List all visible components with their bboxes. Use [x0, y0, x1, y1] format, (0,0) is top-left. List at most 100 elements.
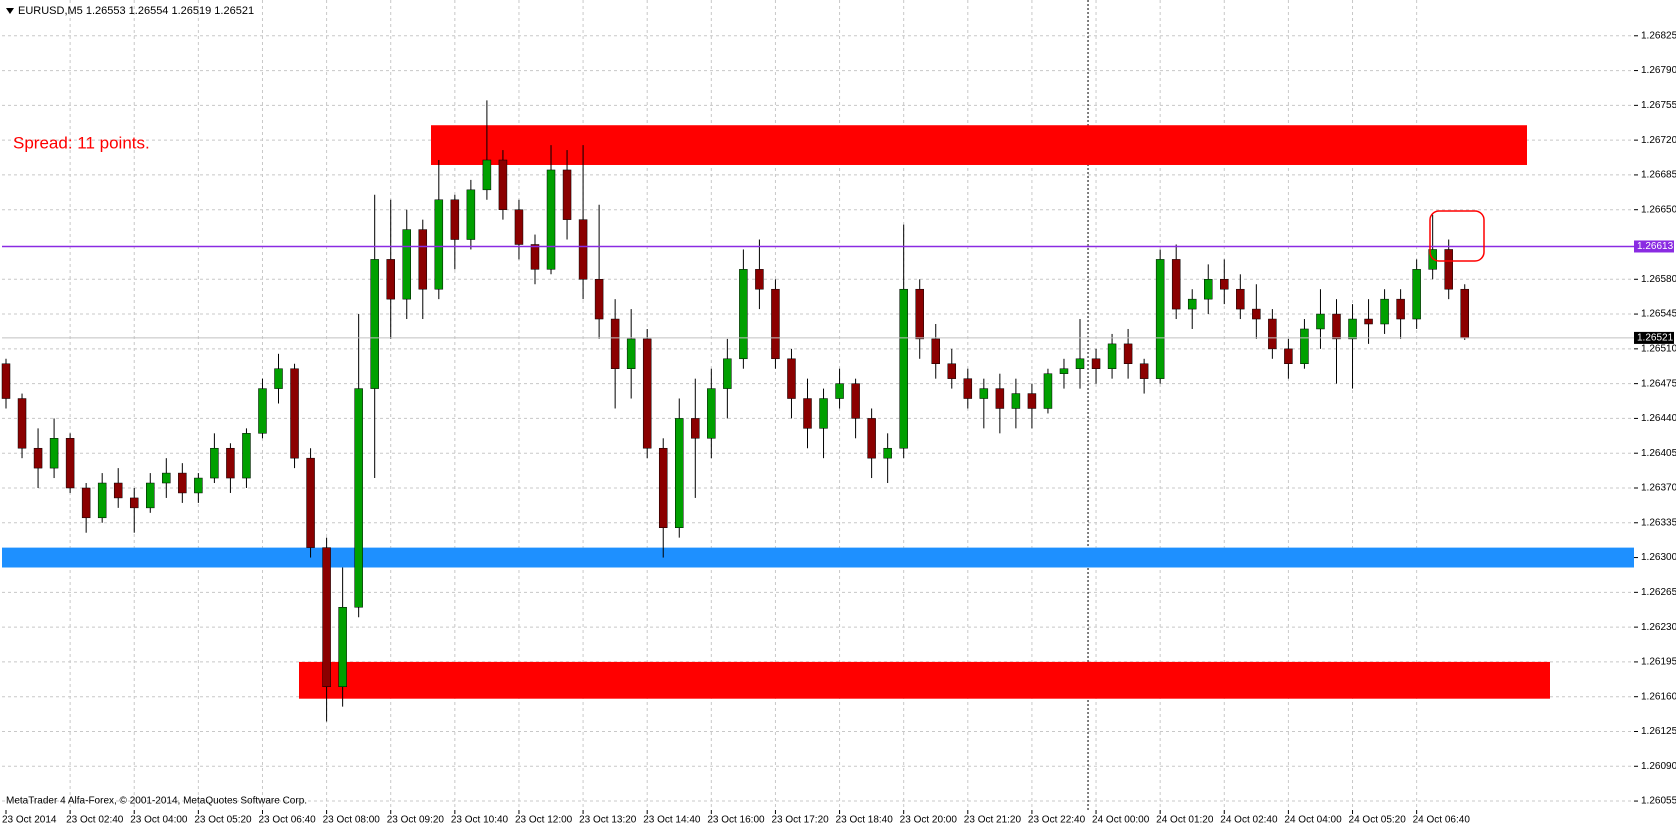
candle-body [402, 229, 411, 300]
candle-body [1027, 393, 1037, 409]
candle-body [1123, 343, 1133, 365]
candle-body [963, 378, 973, 399]
candle-body [482, 159, 492, 191]
candle-body [835, 383, 844, 399]
candle-body [1043, 373, 1053, 409]
header-arrow [6, 8, 14, 14]
candle-body [979, 388, 989, 399]
candle-body [306, 457, 315, 548]
candle-body [1332, 313, 1341, 340]
candle-body [691, 418, 700, 439]
candle-body [610, 318, 620, 369]
y-tick-label: 1.26335 [1641, 517, 1676, 528]
x-tick-label: 23 Oct 18:40 [836, 815, 894, 826]
candle-body [274, 368, 283, 389]
x-tick-label: 24 Oct 04:00 [1284, 815, 1342, 826]
candle-body [1220, 279, 1229, 290]
candle-body [242, 433, 251, 479]
y-tick-label: 1.26300 [1641, 552, 1676, 563]
candle-body [1155, 259, 1165, 379]
candle-body [658, 447, 668, 528]
candle-body [1460, 288, 1469, 339]
candle-body [178, 472, 187, 494]
candle-body [258, 388, 267, 434]
price-label: 1.26521 [1637, 333, 1674, 344]
candle-body [65, 438, 75, 489]
price-zone [431, 125, 1527, 165]
candle-body [498, 159, 508, 210]
y-tick-label: 1.26230 [1641, 622, 1676, 633]
x-tick-label: 23 Oct 09:20 [387, 815, 445, 826]
y-tick-label: 1.26125 [1641, 726, 1676, 737]
y-tick-label: 1.26265 [1641, 587, 1676, 598]
candle-body [546, 169, 556, 270]
y-tick-label: 1.26370 [1641, 483, 1676, 494]
x-tick-label: 24 Oct 05:20 [1349, 815, 1407, 826]
candle-body [434, 199, 444, 290]
y-tick-label: 1.26440 [1641, 413, 1676, 424]
candle-body [1075, 358, 1085, 369]
price-label-bg [1634, 331, 1674, 344]
candle-body [530, 244, 540, 270]
candle-body [450, 199, 460, 240]
candle-body [883, 447, 892, 459]
candle-body [1187, 298, 1197, 310]
candle-body [49, 438, 59, 469]
candle-body [370, 259, 379, 389]
candle-body [1139, 363, 1149, 379]
footer: MetaTrader 4 Alfa-Forex, © 2001-2014, Me… [6, 796, 307, 807]
candle-body [915, 288, 924, 340]
x-tick-label: 23 Oct 10:40 [451, 815, 509, 826]
highlight-box [1429, 210, 1485, 262]
x-tick-label: 23 Oct 17:20 [771, 815, 829, 826]
candle-body [226, 447, 235, 479]
candle-body [995, 388, 1005, 409]
candle-body [514, 209, 524, 245]
x-tick-label: 23 Oct 02:40 [66, 815, 124, 826]
y-tick-label: 1.26055 [1641, 796, 1676, 807]
candle-body [146, 482, 155, 509]
x-tick-label: 23 Oct 21:20 [964, 815, 1022, 826]
candle-body [1364, 318, 1373, 325]
candle-body [338, 607, 347, 688]
candle-body [594, 279, 604, 320]
overlay-layer: 1.26613 1.26521 [2, 240, 1674, 344]
candle-body [466, 189, 476, 240]
candle-body [1059, 368, 1069, 374]
candle-body [33, 447, 43, 469]
candle-body [851, 383, 860, 419]
candle-body [290, 368, 299, 459]
candle-body [1171, 259, 1181, 310]
candle-body [386, 259, 395, 300]
candle-body [1300, 328, 1309, 365]
candle-body [162, 472, 171, 484]
candle-body [755, 269, 764, 290]
candle-body [1107, 343, 1117, 369]
candle-body [1396, 298, 1405, 320]
x-tick-label: 23 Oct 08:00 [323, 815, 381, 826]
x-tick-label: 23 Oct 14:40 [643, 815, 701, 826]
x-tick-label: 24 Oct 02:40 [1220, 815, 1278, 826]
candle-body [707, 388, 716, 439]
candle-body [947, 363, 957, 379]
x-tick-label: 23 Oct 13:20 [579, 815, 637, 826]
candles-layer [1, 100, 1469, 722]
y-tick-label: 1.26790 [1641, 65, 1676, 76]
y-tick-label: 1.26090 [1641, 761, 1676, 772]
y-tick-label: 1.26475 [1641, 378, 1676, 389]
candle-body [1011, 393, 1021, 409]
y-tick-label: 1.26720 [1641, 135, 1676, 146]
y-tick-label: 1.26580 [1641, 274, 1676, 285]
chart-title: EURUSD,M5 1.26553 1.26554 1.26519 1.2652… [18, 5, 254, 17]
price-label-bg [1634, 240, 1674, 253]
y-tick-label: 1.26685 [1641, 170, 1676, 181]
candle-body [739, 269, 748, 360]
candle-body [1252, 308, 1261, 320]
candle-body [1412, 269, 1421, 320]
candle-body [1380, 298, 1389, 325]
x-tick-label: 23 Oct 2014 [2, 815, 57, 826]
candle-body [17, 398, 27, 449]
candle-body [803, 398, 812, 429]
